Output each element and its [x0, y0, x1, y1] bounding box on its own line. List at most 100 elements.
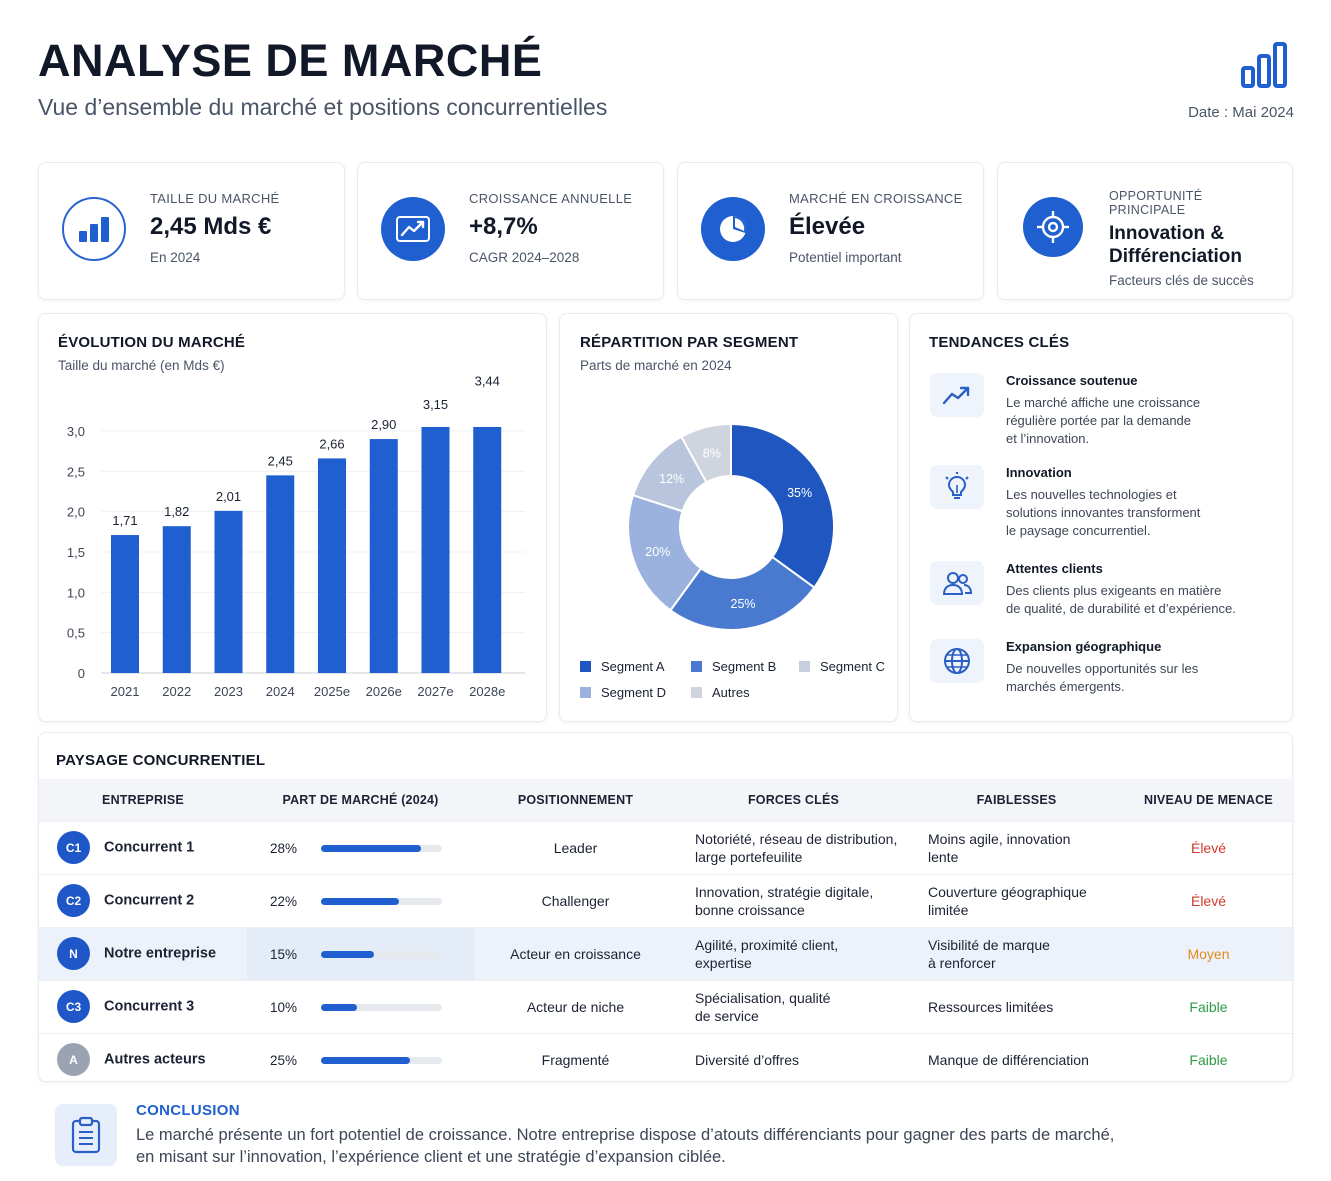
column-header: NIVEAU DE MENACE [1123, 779, 1294, 821]
kpi-value: 2,45 Mds € [150, 213, 272, 240]
positioning: Acteur de niche [474, 979, 677, 1033]
market-share-bar [321, 1003, 442, 1011]
trend-text-line: Les nouvelles technologies et [1006, 487, 1177, 502]
trend-up-icon [381, 197, 445, 261]
market-share-bar-fill [321, 844, 421, 852]
legend-swatch [691, 661, 702, 672]
x-tick-label: 2024 [266, 684, 295, 699]
bar [111, 535, 139, 673]
company-avatar: C2 [57, 884, 90, 917]
y-tick-label: 2,5 [67, 464, 85, 479]
legend-label: Segment C [820, 659, 885, 674]
market-share-bar-fill [321, 950, 375, 958]
legend-swatch [580, 661, 591, 672]
kpi-sub: En 2024 [150, 250, 201, 265]
trend-title: Innovation [1006, 465, 1072, 480]
globe-icon [930, 639, 984, 683]
conclusion-line: en misant sur l’innovation, l’expérience… [136, 1148, 726, 1166]
table-row-highlighted: N Notre entreprise 15% Acteur en croissan… [39, 926, 1294, 980]
y-tick-label: 2,0 [67, 505, 85, 520]
competition-card: PAYSAGE CONCURRENTIEL ENTREPRISE PART DE… [38, 732, 1294, 1086]
kpi-sub: Facteurs clés de succès [1109, 273, 1254, 288]
bar [162, 526, 191, 673]
kpi-label: TAILLE DU MARCHÉ [150, 191, 280, 206]
trend-text-line: et l’innovation. [1006, 431, 1090, 446]
x-tick-label: 2023 [214, 684, 243, 699]
competition-title: PAYSAGE CONCURRENTIEL [56, 752, 266, 769]
report-date: Date : Mai 2024 [1188, 104, 1294, 121]
trend-text-line: le paysage concurrentiel. [1006, 523, 1151, 538]
company-avatar: C3 [57, 990, 90, 1023]
kpi-label: CROISSANCE ANNUELLE [469, 191, 633, 206]
kpi-label: OPPORTUNITÉ PRINCIPALE [1109, 189, 1203, 217]
lightbulb-icon [930, 465, 984, 509]
chart-title: ÉVOLUTION DU MARCHÉ [58, 334, 246, 351]
trend-text-line: Le marché affiche une croissance [1006, 395, 1201, 410]
bar-value-label: 2,66 [319, 436, 344, 451]
market-share-bar [321, 950, 442, 958]
company-name: Notre entreprise [104, 945, 217, 962]
chart-title: RÉPARTITION PAR SEGMENT [580, 334, 799, 351]
x-tick-label: 2025e [314, 684, 350, 699]
company-name: Concurrent 2 [104, 892, 195, 909]
trend-text-line: solutions innovantes transforment [1006, 505, 1201, 520]
donut-chart: 35% 25% 20% 12% 8% Segment A Segment B Segment … [580, 422, 885, 700]
column-header: FORCES CLÉS [677, 779, 910, 821]
bar-value-label: 1,71 [112, 513, 137, 528]
company-name: Concurrent 1 [104, 839, 195, 856]
slice-label: 20% [645, 545, 670, 559]
company-name: Autres acteurs [104, 1051, 206, 1068]
clipboard-icon [55, 1104, 117, 1166]
bar-value-label: 2,45 [268, 453, 293, 468]
company-name: Concurrent 3 [104, 998, 195, 1015]
y-tick-label: 3,0 [67, 424, 85, 439]
slice-label: 35% [787, 486, 812, 500]
bar [421, 427, 450, 673]
legend-swatch [691, 687, 702, 698]
segment-card: RÉPARTITION PAR SEGMENT Parts de marché … [559, 313, 898, 722]
weakness-line: Moins agile, innovation [928, 830, 1071, 847]
legend-swatch [580, 687, 591, 698]
threat-level: Faible [1123, 1032, 1294, 1086]
trend-up-icon [930, 373, 984, 417]
trend-title: Croissance soutenue [1006, 373, 1138, 388]
strength-line: large portefeuilite [695, 848, 803, 865]
table-row: A Autres acteurs 25% Fragmenté Diversité … [39, 1032, 1294, 1086]
trend-title: Expansion géographique [1006, 639, 1162, 654]
trend-title: Attentes clients [1006, 561, 1103, 576]
legend-label: Segment D [601, 685, 666, 700]
x-tick-label: 2026e [366, 684, 402, 699]
market-evolution-card: ÉVOLUTION DU MARCHÉ Taille du marché (en… [38, 313, 547, 722]
bar-value-label: 1,82 [164, 504, 189, 519]
weakness-line: Manque de différenciation [928, 1051, 1089, 1068]
company-avatar: C1 [57, 831, 90, 864]
kpi-sub: CAGR 2024–2028 [469, 250, 580, 265]
column-header: ENTREPRISE [39, 779, 247, 821]
strength-line: expertise [695, 954, 752, 971]
strength-line: de service [695, 1007, 759, 1024]
y-tick-label: 0,5 [67, 626, 85, 641]
bar-chart-logo-icon [1240, 40, 1292, 95]
bar-value-label: 2,90 [371, 417, 396, 432]
legend-label: Segment B [712, 659, 776, 674]
company-avatar: A [57, 1043, 90, 1077]
column-header: PART DE MARCHÉ (2024) [247, 779, 474, 821]
x-tick-label: 2028e [469, 684, 505, 699]
y-tick-label: 0 [78, 666, 85, 681]
y-tick-label: 1,5 [67, 545, 85, 560]
x-tick-label: 2021 [111, 684, 140, 699]
bar [214, 510, 243, 673]
company-avatar: N [57, 937, 90, 970]
trends-card: TENDANCES CLÉS Croissance soutenue Le ma… [909, 313, 1293, 722]
kpi-label: MARCHÉ EN CROISSANCE [789, 191, 963, 206]
positioning: Acteur en croissance [474, 926, 677, 980]
strength-line: Spécialisation, qualité [695, 989, 831, 1006]
bar-value-label: 3,15 [423, 397, 448, 412]
table-row: C2 Concurrent 2 22% Challenger Innovation… [39, 873, 1294, 927]
market-share-bar-fill [321, 1057, 410, 1065]
market-share-bar [321, 844, 442, 852]
target-icon [1023, 197, 1083, 257]
strength-line: bonne croissance [695, 901, 805, 918]
kpi-value: +8,7% [469, 213, 538, 240]
trend-text-line: de qualité, de durabilité et d’expérienc… [1006, 601, 1236, 616]
